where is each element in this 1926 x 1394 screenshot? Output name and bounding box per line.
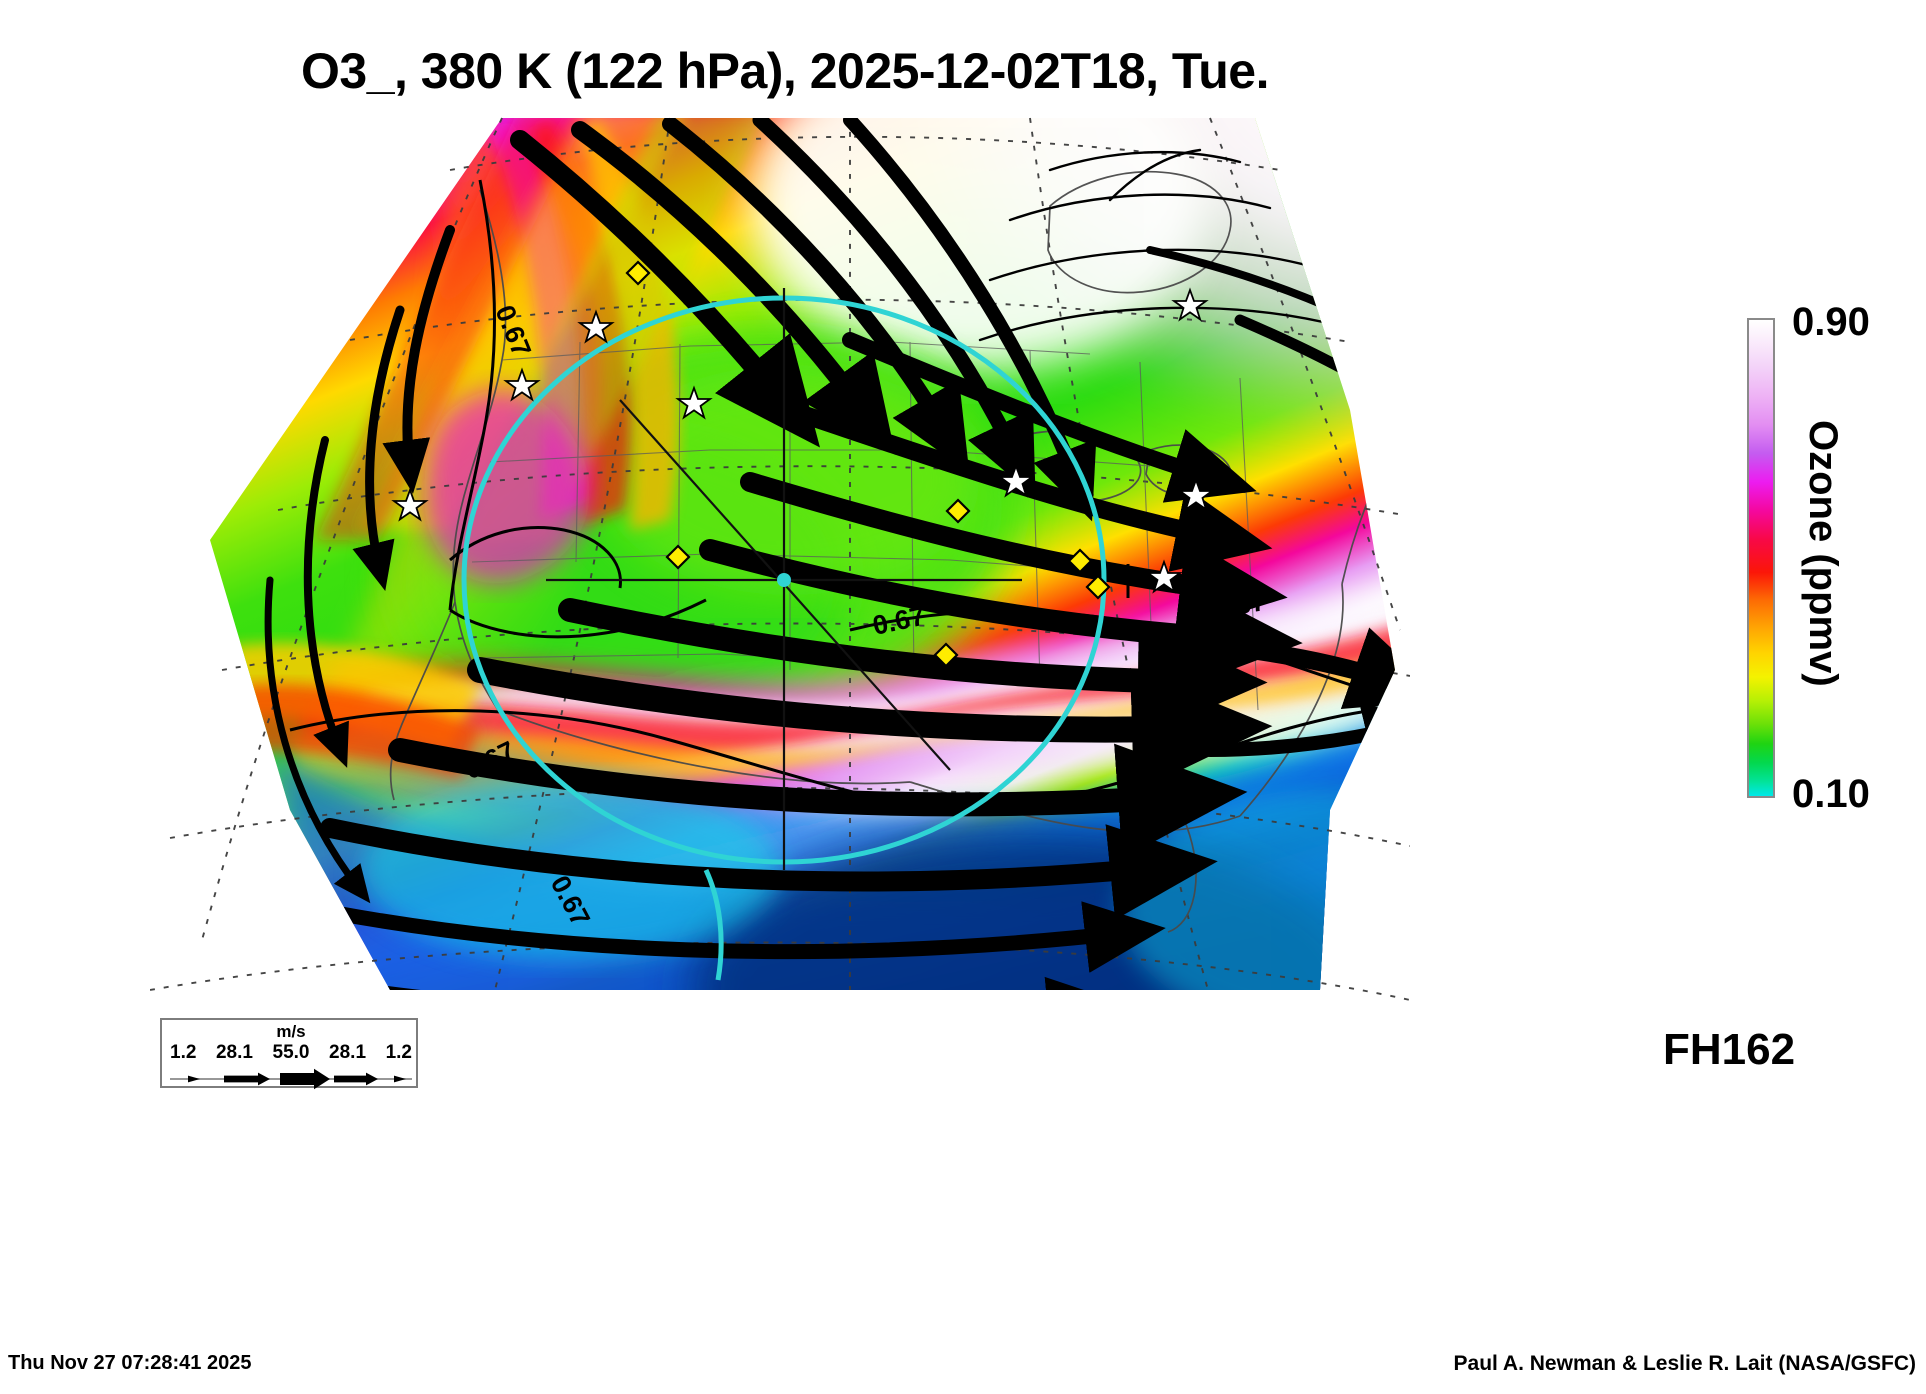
wind-speed-legend: m/s 1.2 28.1 55.0 28.1 1.2 — [160, 1018, 420, 1090]
wind-value: 1.2 — [385, 1042, 412, 1063]
center-marker — [777, 573, 791, 587]
colorbar-max-label: 0.90 — [1792, 300, 1870, 344]
wind-value: 28.1 — [215, 1042, 253, 1063]
map-panel[interactable]: 0.67 0.67 0.67 0.67 0.67 — [150, 110, 1410, 1030]
station-markers[interactable] — [391, 260, 1215, 668]
colorbar-axis-label: Ozone (ppmv) — [1801, 420, 1845, 687]
wind-legend-unit: m/s — [276, 1022, 306, 1041]
page-title: O3_, 380 K (122 hPa), 2025-12-02T18, Tue… — [301, 43, 1269, 99]
station-cross — [1110, 564, 1146, 598]
wind-value: 55.0 — [272, 1042, 310, 1063]
range-circle-tail — [703, 868, 724, 981]
forecast-hour-label: FH162 — [1663, 1025, 1796, 1074]
wind-legend-values: 1.2 28.1 55.0 28.1 1.2 — [162, 1042, 420, 1064]
author-credit: Paul A. Newman & Leslie R. Lait (NASA/GS… — [1453, 1352, 1916, 1375]
wind-value: 28.1 — [329, 1042, 367, 1063]
star-marker-group — [391, 287, 1215, 594]
generation-timestamp: Thu Nov 27 07:28:41 2025 — [8, 1352, 252, 1374]
range-circle-overlay — [461, 288, 1107, 981]
colorbar-gradient — [1747, 318, 1775, 798]
diamond-marker-group — [625, 260, 1111, 668]
wind-legend-arrows — [170, 1068, 412, 1090]
ozone-map-svg[interactable]: 0.67 0.67 0.67 0.67 0.67 — [150, 110, 1410, 1030]
colorbar-min-label: 0.10 — [1792, 772, 1870, 816]
wind-value: 1.2 — [170, 1042, 197, 1063]
